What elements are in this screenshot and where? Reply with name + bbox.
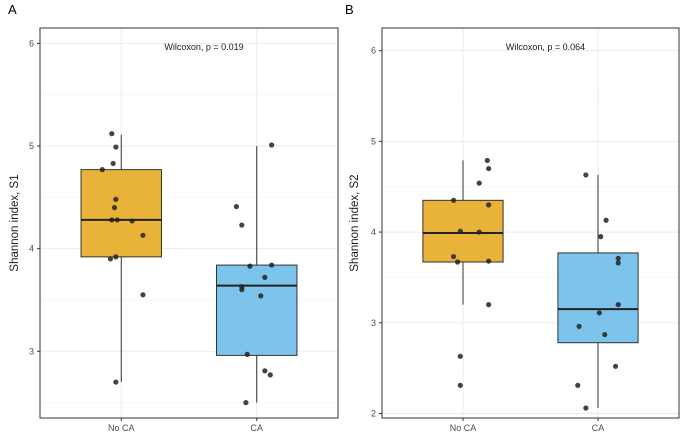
data-point: [262, 274, 268, 280]
data-point: [110, 160, 116, 167]
panel-tag: A: [8, 2, 17, 17]
data-point: [484, 157, 490, 164]
y-tick-label: 2: [371, 408, 376, 418]
data-point: [239, 222, 245, 228]
data-point: [129, 218, 135, 224]
panel-b: 2 3 4 5 6 No CA CA Shannon index, S2 B Wilcoxon, …: [345, 2, 680, 433]
y-tick-label: 5: [371, 136, 376, 146]
box-no-ca: [422, 199, 504, 263]
data-point: [239, 287, 245, 293]
data-point: [486, 202, 492, 208]
data-point: [612, 363, 619, 369]
y-tick-label: 4: [29, 244, 34, 254]
data-point: [486, 165, 492, 172]
box-ca: [557, 252, 639, 344]
wilcoxon-annotation: Wilcoxon, p = 0.064: [506, 42, 585, 52]
data-point: [111, 205, 118, 211]
data-point: [243, 400, 249, 406]
data-point: [269, 142, 275, 148]
data-point: [598, 234, 604, 240]
data-point: [244, 351, 250, 357]
data-point: [113, 379, 119, 385]
data-point: [113, 144, 119, 150]
y-tick-label: 6: [29, 38, 34, 48]
data-point: [267, 372, 273, 378]
data-point: [107, 256, 114, 262]
data-point: [109, 217, 115, 223]
wilcoxon-annotation: Wilcoxon, p = 0.019: [164, 42, 243, 52]
data-point: [576, 323, 582, 329]
data-point: [583, 405, 589, 411]
data-point: [109, 131, 115, 137]
panel-border: [381, 27, 680, 419]
y-axis-title: Shannon index, S2: [349, 174, 361, 271]
data-point: [615, 255, 621, 261]
data-point: [455, 259, 461, 265]
box-no-ca: [80, 169, 163, 258]
data-point: [114, 217, 120, 223]
data-point: [457, 228, 463, 234]
data-point: [486, 302, 492, 308]
data-point: [450, 253, 457, 260]
panel-border: [39, 27, 339, 419]
y-tick-label: 5: [29, 141, 34, 151]
data-point: [603, 217, 609, 223]
data-point: [450, 197, 457, 203]
x-tick-label: CA: [592, 423, 605, 433]
data-point: [140, 292, 146, 298]
data-point: [476, 180, 482, 186]
data-point: [476, 229, 482, 235]
y-tick-label: 4: [371, 227, 376, 237]
box-ca: [215, 264, 298, 356]
data-point: [113, 254, 119, 260]
data-point: [269, 262, 275, 268]
x-tick-label: No CA: [450, 423, 477, 433]
data-point: [247, 263, 253, 269]
y-axis-title: Shannon index, S1: [9, 174, 21, 271]
data-point: [233, 203, 240, 210]
data-point: [602, 331, 608, 338]
data-point: [486, 258, 492, 264]
x-tick-label: CA: [250, 423, 263, 433]
data-point: [262, 368, 268, 374]
data-point: [575, 382, 581, 388]
data-point: [596, 310, 602, 316]
data-point: [140, 232, 146, 238]
data-point: [615, 260, 621, 266]
data-point: [457, 382, 463, 388]
data-point: [113, 196, 119, 202]
panel-a: 3 4 5 6 No CA CA Shannon index, S1 A Wilcoxon, p…: [8, 2, 339, 433]
data-point: [99, 167, 105, 173]
y-tick-label: 6: [371, 46, 376, 56]
data-point: [615, 302, 621, 308]
x-tick-label: No CA: [108, 423, 135, 433]
data-point: [258, 293, 264, 299]
panel-tag: B: [345, 2, 354, 17]
data-point: [583, 172, 589, 178]
y-tick-label: 3: [29, 346, 34, 356]
data-point: [457, 353, 463, 359]
y-tick-label: 3: [371, 318, 376, 328]
